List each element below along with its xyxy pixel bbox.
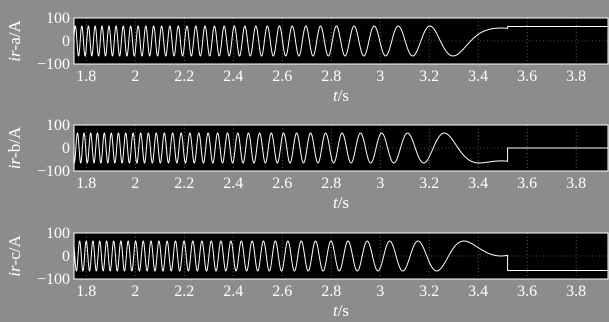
x-tick-label: 3.2 — [419, 68, 439, 85]
y-axis-label: ir-c/A — [5, 235, 24, 277]
plot-frame — [73, 17, 609, 65]
series-line — [73, 25, 608, 57]
y-tick-label: 100 — [46, 117, 70, 134]
x-tick-label: 2.4 — [223, 175, 243, 192]
x-tick-label: 1.8 — [76, 283, 96, 300]
x-axis-label: t/s — [333, 193, 349, 212]
x-tick-label: 1.8 — [76, 68, 96, 85]
x-axis-label: t/s — [333, 301, 349, 320]
panel-1: 1.8 2 2.2 2.4 2.6 2.8 3 3.2 3.4 3.6 3.8 100 0 −100 t/s… — [5, 10, 609, 105]
x-tick-label: 2.2 — [174, 68, 194, 85]
x-tick-label: 3.4 — [468, 175, 488, 192]
x-axis-label: t/s — [333, 86, 349, 105]
y-tick-label: −100 — [37, 56, 70, 73]
y-tick-label: −100 — [37, 271, 70, 288]
x-tick-label: 2.8 — [321, 175, 341, 192]
x-axis-label-unit: /s — [338, 301, 349, 320]
x-tick-label: 3.2 — [419, 283, 439, 300]
x-axis-label-symbol: t — [333, 86, 339, 105]
y-axis-label: ir-b/A — [5, 126, 24, 169]
x-tick-label: 3 — [376, 175, 384, 192]
x-tick-label: 2.2 — [174, 283, 194, 300]
y-axis-label-unit: -c/A — [5, 235, 24, 266]
x-tick-label: 2 — [131, 175, 139, 192]
x-tick-label: 3.8 — [566, 68, 586, 85]
y-tick-label: 100 — [46, 225, 70, 242]
x-tick-label: 3.4 — [468, 283, 488, 300]
x-tick-label: 2.2 — [174, 175, 194, 192]
plot-frame — [73, 232, 609, 280]
x-tick-label: 2.8 — [321, 283, 341, 300]
series-line — [73, 240, 608, 272]
x-tick-label: 1.8 — [76, 175, 96, 192]
y-tick-label: 0 — [62, 33, 70, 50]
y-tick-label: −100 — [37, 163, 70, 180]
x-axis-label-unit: /s — [338, 86, 349, 105]
x-tick-label: 2 — [131, 283, 139, 300]
x-tick-label: 3.8 — [566, 175, 586, 192]
y-tick-label: 0 — [62, 248, 70, 265]
y-axis-label-symbol: ir — [5, 265, 24, 277]
y-axis-label-unit: -a/A — [5, 20, 24, 51]
y-axis-label-unit: -b/A — [5, 126, 24, 158]
panel-3: 1.8 2 2.2 2.4 2.6 2.8 3 3.2 3.4 3.6 3.8 100 0 −100 t/s… — [5, 225, 609, 320]
x-tick-label: 2.6 — [272, 68, 292, 85]
x-tick-label: 3.8 — [566, 283, 586, 300]
x-tick-label: 3.2 — [419, 175, 439, 192]
x-tick-label: 2.4 — [223, 283, 243, 300]
panel-2: 1.8 2 2.2 2.4 2.6 2.8 3 3.2 3.4 3.6 3.8 100 0 −100 t/s… — [5, 117, 609, 212]
x-axis-label-symbol: t — [333, 301, 339, 320]
x-tick-label: 3.6 — [517, 68, 537, 85]
x-tick-label: 2.6 — [272, 283, 292, 300]
x-tick-label: 2 — [131, 68, 139, 85]
y-axis-label-symbol: ir — [5, 158, 24, 170]
y-axis-label: ir-a/A — [5, 20, 24, 62]
series-line — [73, 132, 608, 164]
x-tick-label: 2.8 — [321, 68, 341, 85]
x-axis-label-symbol: t — [333, 193, 339, 212]
y-axis-label-symbol: ir — [5, 50, 24, 62]
x-tick-label: 3.6 — [517, 283, 537, 300]
y-tick-label: 0 — [62, 140, 70, 157]
x-tick-label: 3 — [376, 68, 384, 85]
y-tick-label: 100 — [46, 10, 70, 27]
x-tick-label: 3.4 — [468, 68, 488, 85]
x-axis-label-unit: /s — [338, 193, 349, 212]
x-tick-label: 2.6 — [272, 175, 292, 192]
x-tick-label: 3.6 — [517, 175, 537, 192]
x-tick-label: 3 — [376, 283, 384, 300]
plot-frame — [73, 124, 609, 172]
x-tick-label: 2.4 — [223, 68, 243, 85]
